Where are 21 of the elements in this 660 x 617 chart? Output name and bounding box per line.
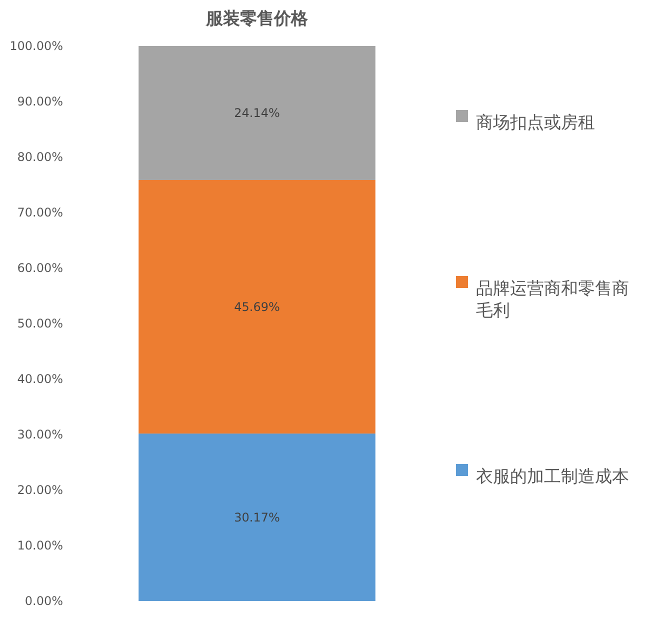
- y-tick-label: 0.00%: [24, 594, 63, 608]
- y-tick-label: 70.00%: [17, 206, 63, 220]
- y-tick-label: 50.00%: [17, 316, 63, 330]
- y-tick-label: 80.00%: [17, 150, 63, 164]
- data-label: 24.14%: [234, 106, 280, 120]
- bar: [138, 180, 376, 434]
- bar: [138, 434, 376, 601]
- y-tick-label: 20.00%: [17, 483, 63, 497]
- chart-title: 服装零售价格: [205, 9, 309, 29]
- y-tick-label: 100.00%: [10, 39, 63, 53]
- y-tick-label: 90.00%: [17, 94, 63, 108]
- y-tick-label: 40.00%: [17, 372, 63, 386]
- data-label: 30.17%: [234, 510, 280, 524]
- bar: [138, 46, 376, 180]
- data-label: 45.69%: [234, 300, 280, 314]
- legend-label: 衣服的加工制造成本: [476, 467, 629, 487]
- y-tick-label: 30.00%: [17, 428, 63, 442]
- legend-label: 商场扣点或房租: [476, 113, 595, 133]
- legend-label: 品牌运营商和零售商毛利: [476, 279, 629, 321]
- y-tick-label: 60.00%: [17, 261, 63, 275]
- y-tick-label: 10.00%: [17, 538, 63, 552]
